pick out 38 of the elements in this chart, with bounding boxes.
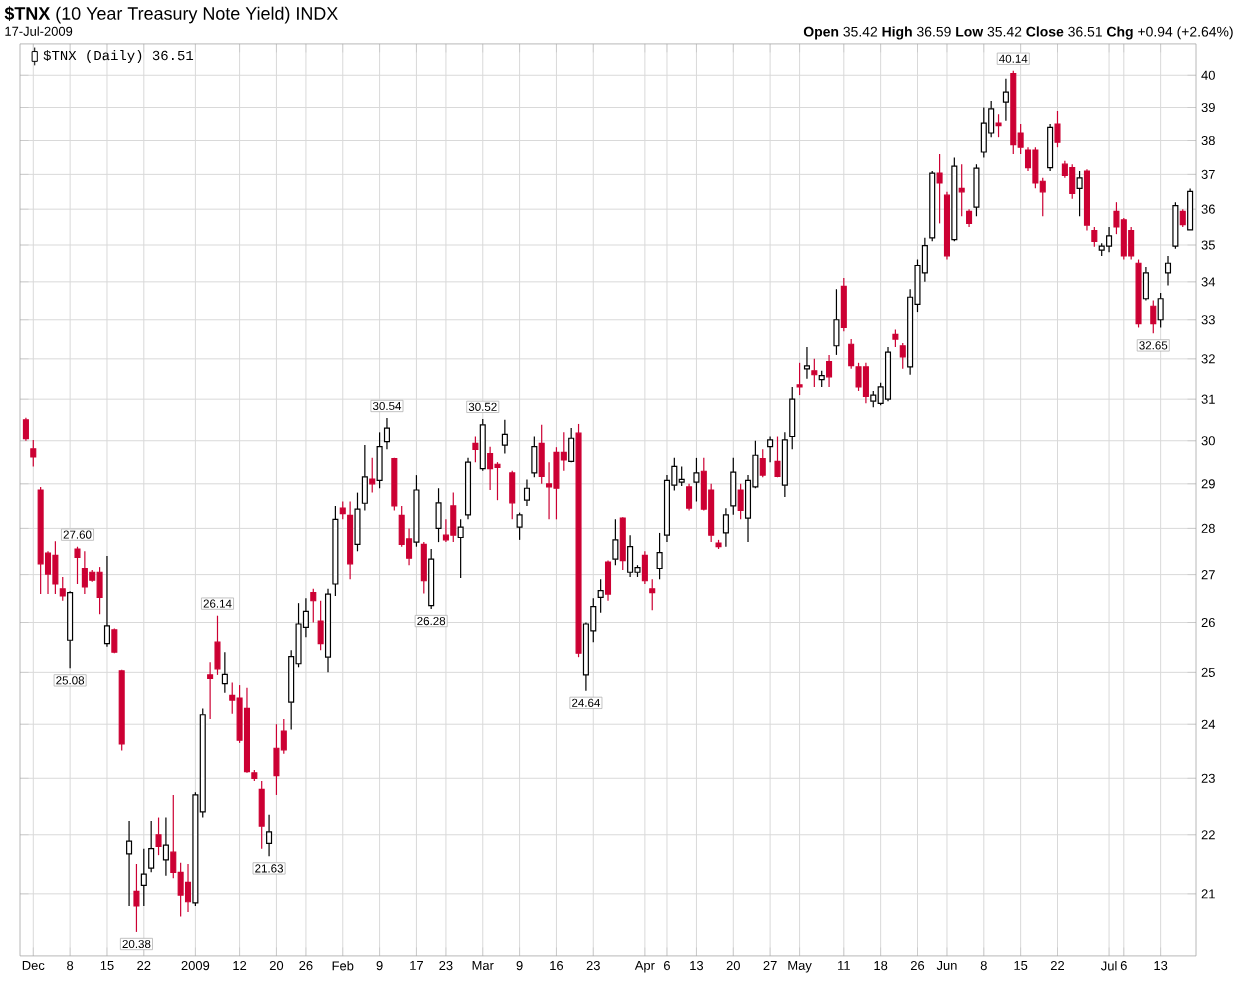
candlestick [966, 208, 973, 228]
candlestick [943, 191, 950, 261]
candlestick [803, 346, 810, 380]
candlestick [81, 550, 88, 595]
candlestick [722, 507, 729, 548]
candlestick [140, 848, 147, 907]
candlestick [243, 687, 250, 773]
candlestick [273, 723, 280, 796]
candlestick [627, 534, 634, 578]
candlestick [1187, 188, 1194, 231]
candlestick [464, 457, 472, 520]
candlestick [184, 863, 192, 913]
candlestick [133, 863, 140, 933]
candlestick [523, 478, 530, 507]
candlestick [487, 446, 494, 491]
candlestick [826, 354, 833, 388]
candlestick [501, 419, 508, 455]
candlestick [767, 435, 774, 463]
candlestick [1047, 123, 1054, 172]
candlestick [1164, 255, 1172, 287]
candlestick [126, 820, 133, 907]
candlestick [347, 500, 354, 580]
candlestick [162, 816, 169, 877]
chart-title: $TNX (10 Year Treasury Note Yield) INDX [4, 6, 338, 24]
candlestick [221, 651, 228, 694]
candlestick [103, 555, 110, 648]
candlestick [936, 153, 943, 224]
candlestick [862, 362, 869, 404]
candlestick [1106, 226, 1113, 253]
candlestick [22, 417, 29, 442]
candlestick [884, 346, 892, 402]
candlestick [324, 588, 332, 673]
candlestick [663, 474, 670, 543]
candlestick [641, 550, 648, 585]
candlestick [1142, 266, 1149, 302]
candlestick [266, 814, 273, 857]
candlestick [1002, 78, 1009, 122]
candlestick [67, 592, 74, 669]
